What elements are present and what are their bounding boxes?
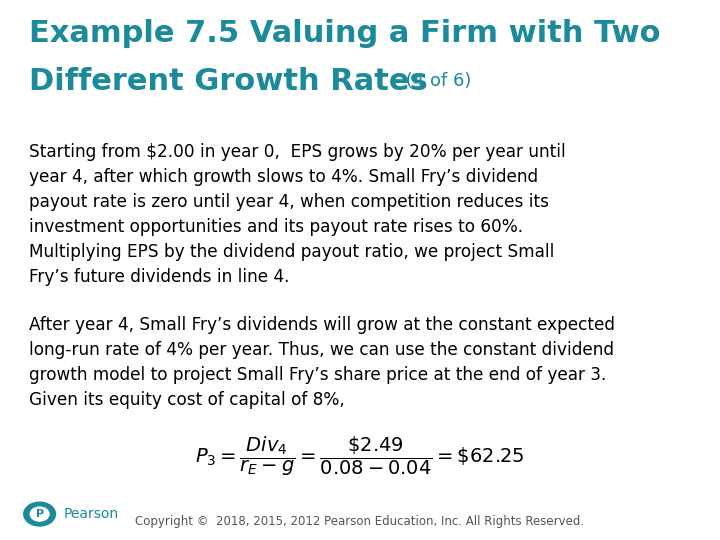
Text: Pearson: Pearson [63, 507, 119, 521]
Text: Example 7.5 Valuing a Firm with Two: Example 7.5 Valuing a Firm with Two [29, 19, 660, 48]
Text: Copyright ©  2018, 2015, 2012 Pearson Education, Inc. All Rights Reserved.: Copyright © 2018, 2015, 2012 Pearson Edu… [135, 515, 585, 528]
Circle shape [30, 507, 49, 521]
Text: (4 of 6): (4 of 6) [400, 72, 471, 90]
Text: $P_3 = \dfrac{Div_4}{r_E - g} = \dfrac{\$2.49}{0.08 - 0.04} = \$62.25$: $P_3 = \dfrac{Div_4}{r_E - g} = \dfrac{\… [195, 435, 525, 478]
Text: After year 4, Small Fry’s dividends will grow at the constant expected
long-run : After year 4, Small Fry’s dividends will… [29, 316, 615, 409]
Circle shape [24, 502, 55, 526]
Text: Different Growth Rates: Different Growth Rates [29, 68, 428, 97]
Text: Starting from $2.00 in year 0,  EPS grows by 20% per year until
year 4, after wh: Starting from $2.00 in year 0, EPS grows… [29, 143, 565, 286]
Text: P: P [35, 509, 44, 519]
